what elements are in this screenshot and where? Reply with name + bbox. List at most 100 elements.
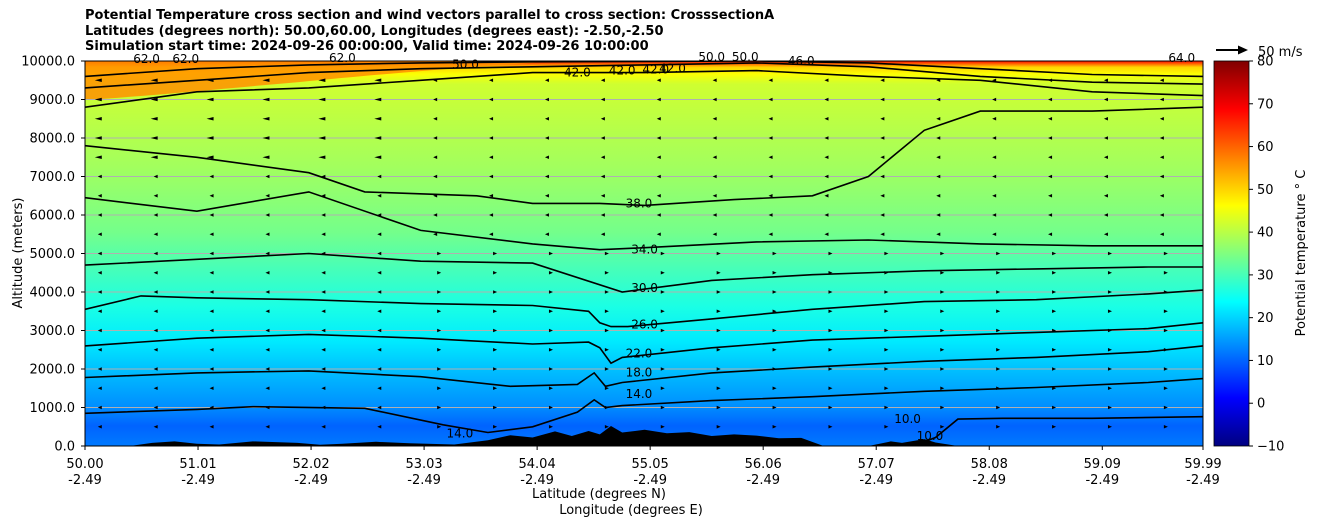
x-tick-label-lat: 57.07 <box>858 457 895 472</box>
wind-vector <box>97 213 102 217</box>
colorbar-tick-label: 60 <box>1257 140 1274 155</box>
wind-vector <box>1052 290 1057 294</box>
wind-vector <box>265 347 270 352</box>
wind-vector <box>377 347 382 352</box>
wind-vector <box>996 424 1001 429</box>
wind-vector <box>1103 97 1108 102</box>
wind-vector <box>433 116 438 121</box>
contour-26.0 <box>85 289 1203 328</box>
wind-vector <box>321 232 326 237</box>
wind-vector <box>318 97 326 102</box>
wind-vector <box>206 97 214 102</box>
wind-vector <box>716 270 721 275</box>
wind-vector <box>1103 136 1108 140</box>
wind-vector <box>828 405 833 410</box>
wind-vector <box>153 367 158 371</box>
contour-label: 64.0 <box>1168 51 1195 65</box>
x-tick-label-lon: -2.49 <box>68 473 102 488</box>
wind-vector <box>996 251 1001 256</box>
wind-vector <box>996 328 1001 333</box>
wind-vector <box>1163 386 1168 391</box>
wind-vector <box>656 213 661 217</box>
wind-vector <box>936 213 941 217</box>
wind-vector <box>600 193 605 198</box>
wind-vector <box>600 78 605 83</box>
wind-vector <box>656 232 661 237</box>
wind-vector <box>265 367 270 371</box>
wind-vector <box>768 174 773 179</box>
wind-vector <box>768 78 773 83</box>
wind-vector <box>437 424 442 429</box>
wind-vector <box>1107 309 1112 314</box>
wind-vector <box>1159 232 1164 237</box>
wind-vector <box>321 328 326 333</box>
x-tick-label-lon: -2.49 <box>972 473 1006 488</box>
x-tick-label-lat: 59.99 <box>1184 457 1221 472</box>
wind-vector <box>97 309 102 314</box>
wind-vector <box>150 116 158 121</box>
wind-vector <box>544 193 549 198</box>
wind-vector <box>660 386 665 391</box>
wind-vector <box>604 251 609 256</box>
wind-vector <box>712 232 717 237</box>
wind-vector <box>437 309 442 314</box>
wind-vector <box>992 155 997 160</box>
y-tick-label: 10000.0 <box>21 55 75 70</box>
wind-vector <box>992 174 997 179</box>
wind-vector <box>936 136 941 140</box>
wind-vector <box>437 328 442 333</box>
wind-vector <box>604 328 609 333</box>
contour-10.0 <box>912 415 1203 446</box>
plot-area: 14.018.022.026.030.034.038.042.0 42.0 42.0… <box>84 50 1204 447</box>
wind-vector <box>712 97 717 102</box>
y-tick-label: 9000.0 <box>30 93 76 108</box>
wind-vector <box>716 405 721 410</box>
wind-vector <box>377 232 382 237</box>
wind-vector <box>544 232 549 237</box>
colorbar-scale <box>1213 60 1250 447</box>
wind-vector <box>600 136 605 140</box>
y-tick-label: 8000.0 <box>30 132 76 147</box>
wind-vector <box>544 116 549 121</box>
wind-vector <box>824 97 829 102</box>
wind-vector <box>97 405 102 410</box>
wind-vector <box>544 155 549 160</box>
wind-vector <box>265 174 270 179</box>
wind-vector <box>489 213 494 217</box>
wind-vector <box>493 386 498 391</box>
title-line-3: Simulation start time: 2024-09-26 00:00:… <box>85 39 649 54</box>
wind-vector <box>824 174 829 179</box>
wind-vector <box>772 251 777 256</box>
wind-vector <box>1107 270 1112 275</box>
colorbar-tick-label: 0 <box>1257 397 1265 412</box>
contour-label: 42.0 <box>609 63 636 77</box>
x-tick-label-lat: 58.08 <box>971 457 1008 472</box>
wind-vector <box>437 386 442 391</box>
wind-vector <box>1103 193 1108 198</box>
wind-vector <box>660 424 665 429</box>
wind-vector <box>880 193 885 198</box>
x-tick-label-lon: -2.49 <box>181 473 215 488</box>
wind-vector <box>1052 405 1057 410</box>
wind-vector <box>880 97 885 102</box>
wind-vector <box>493 251 498 256</box>
wind-vector <box>548 270 553 275</box>
wind-vector <box>600 213 605 217</box>
wind-vector <box>828 367 833 371</box>
x-axis-label-2: Longitude (degrees E) <box>559 503 703 518</box>
contour-label: 42.0 <box>564 65 591 79</box>
colorbar-tick-label: 20 <box>1257 311 1274 326</box>
wind-vector <box>265 270 270 275</box>
wind-vector <box>1048 116 1053 121</box>
wind-vector <box>656 136 661 140</box>
x-tick-label-lon: -2.49 <box>520 473 554 488</box>
wind-vector <box>94 116 102 121</box>
colorbar-tick-label: 10 <box>1257 354 1274 369</box>
contour-label: 10.0 <box>894 412 921 426</box>
wind-vector <box>884 367 889 371</box>
wind-vector <box>768 232 773 237</box>
wind-vector <box>656 193 661 198</box>
contour-18.0 <box>85 345 1203 388</box>
wind-vector <box>656 78 661 83</box>
